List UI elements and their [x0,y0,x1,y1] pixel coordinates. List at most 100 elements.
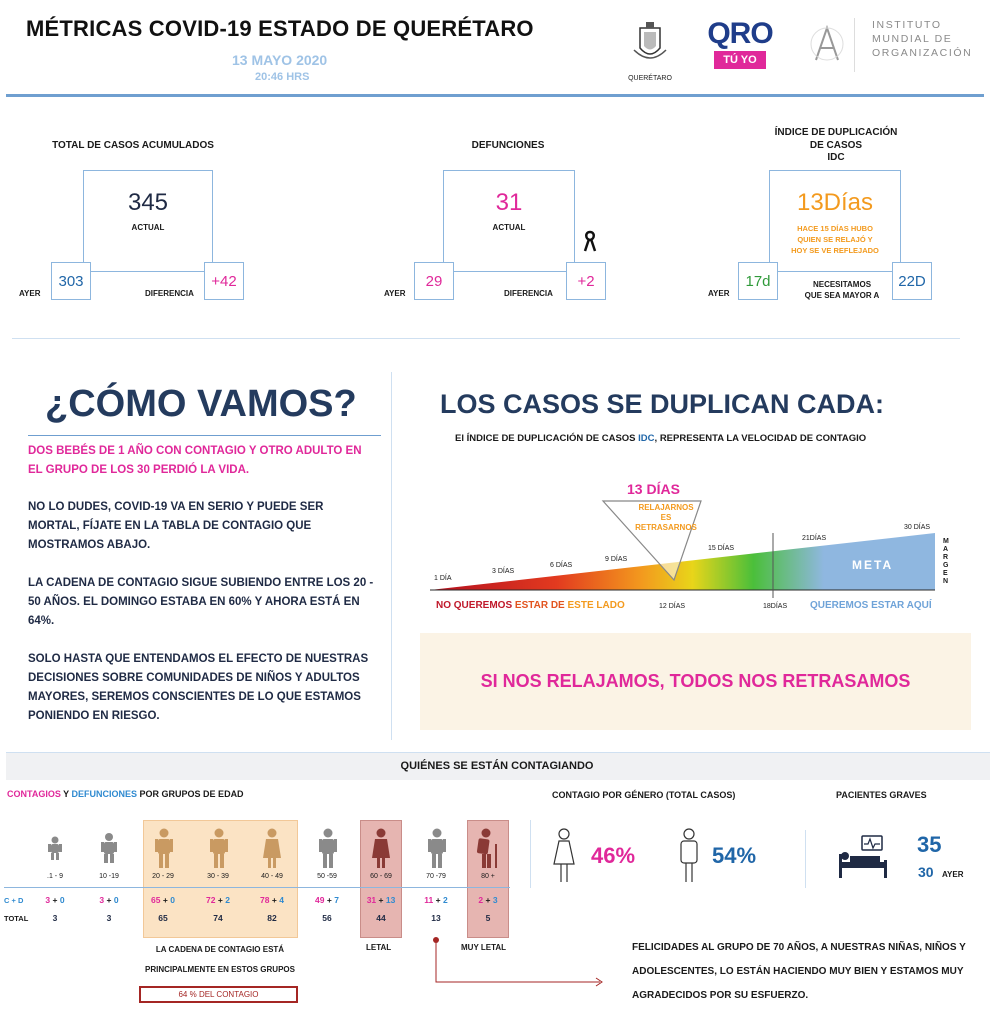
metric-defunciones-ayer-box: 29 [414,262,454,300]
felicidades-text: FELICIDADES AL GRUPO DE 70 AÑOS, A NUEST… [632,942,966,1001]
metric-total-ayer-label: AYER [19,289,41,298]
metric-idc-necesitamos-line-2: QUE SEA MAYOR A [804,291,880,300]
como-vamos-paragraph-1: DOS BEBÉS DE 1 AÑO CON CONTAGIO Y OTRO A… [28,445,362,476]
felicidades-connector-arrow [433,937,603,987]
idc-marker-line-1: RELAJARNOS [638,503,694,512]
scale-12-dias: 12 DÍAS [659,603,686,610]
metric-idc-ayer-label: AYER [708,289,730,298]
age-group-label: 20 - 29 [152,873,174,880]
age-group-defunciones: 0 [113,895,119,905]
age-group-total: 82 [267,913,277,923]
scale-9-dias: 9 DÍAS [605,556,628,563]
metric-total-ayer-box: 303 [51,262,91,300]
grupos-row-line [4,887,510,888]
metric-defunciones-diferencia-label: DIFERENCIA [504,289,553,298]
metric-idc-box: 13Días HACE 15 DÍAS HUBO QUIEN SE RELAJÓ… [769,170,901,272]
grupos-title-contagios: CONTAGIOS [7,789,61,799]
duplicacion-subtitle-idc: IDC [638,433,655,444]
metric-idc-sub-line-2: QUIEN SE RELAJÓ Y [797,235,873,244]
man-icon [680,828,698,882]
age-group-defunciones: 3 [492,895,498,905]
age-group-cd: 3 + 0 [99,895,119,905]
duplicacion-title: LOS CASOS SE DUPLICAN CADA: [440,389,885,419]
relajamos-banner: SI NOS RELAJAMOS, TODOS NOS RETRASAMOS [420,633,971,730]
adult-70-79-figure-icon [428,828,446,868]
graves-title: PACIENTES GRAVES [836,790,927,800]
highlight-80-plus [467,820,509,938]
idc-gradient-wedge [430,533,935,590]
age-group-label: 10 -19 [99,873,119,880]
age-group-cd: 78 + 4 [260,895,284,905]
age-group-total: 5 [485,913,491,923]
mourning-ribbon-icon [583,230,597,252]
adult-20-29-figure-icon [155,828,173,868]
no-queremos-caption: NO QUEREMOS ESTAR DE ESTE LADO [436,600,625,611]
imo-logo-line-2: MUNDIAL DE [872,33,953,45]
age-group-total: 56 [322,913,332,923]
age-group-defunciones: 2 [225,895,230,905]
metric-idc-necesitamos-label: NECESITAMOS QUE SEA MAYOR A [788,279,896,301]
idc-velocity-scale [430,500,935,598]
metric-defunciones-value: 31 [495,189,523,216]
grupos-right-divider [530,820,531,888]
elder-cane-figure-icon [476,828,497,868]
cadena-pct-box: 64 % DEL CONTAGIO [139,986,298,1003]
graves-ayer: 30 [918,864,934,880]
age-group-label: .1 - 9 [47,873,63,880]
imo-logo: INSTITUTO MUNDIAL DE ORGANIZACIÓN [808,18,974,76]
no-queremos-caption-a: NO QUEREMOS [436,600,515,611]
age-group-cd: 49 + 7 [315,895,339,905]
age-group-contagios: 2 [478,895,484,905]
como-vamos-paragraph-4: SOLO HASTA QUE ENTENDAMOS EL EFECTO DE N… [28,653,369,722]
muy-letal-label: MUY LETAL [461,943,507,952]
metric-defunciones-box: 31 ACTUAL [443,170,575,272]
age-group-defunciones: 0 [59,895,65,905]
grupos-title-defunciones: DEFUNCIONES [71,789,138,799]
metric-idc-sub-line-1: HACE 15 DÍAS HUBO [797,224,873,233]
adult-40-49-figure-icon [263,828,281,868]
imo-emblem-icon [810,24,844,61]
genero-divider [805,830,806,888]
duplicacion-subtitle-pre: El ÍNDICE DE DUPLICACIÓN DE CASOS [455,433,639,444]
queremos-caption: QUEREMOS ESTAR AQUÍ [810,600,932,611]
scale-30-dias: 30 DÍAS [904,524,931,531]
metric-defunciones-diferencia-box: +2 [566,262,606,300]
gov-logo-caption: QUERÉTARO [628,75,672,82]
age-group-defunciones: 2 [442,895,448,905]
hospital-bed-icon [839,835,887,878]
age-group-total: 65 [158,913,168,923]
metric-idc-ayer-box: 17d [738,262,778,300]
metric-total-diferencia-label: DIFERENCIA [145,289,194,298]
report-time: 20:46 HRS [255,71,310,83]
como-vamos-title: ¿CÓMO VAMOS? [45,383,357,425]
age-group-contagios: 49 [315,895,325,905]
section-divider [12,338,960,339]
teen-figure-icon [101,833,117,863]
qro-logo-sub: TÚ YO [714,51,766,69]
age-group-total: 74 [213,913,223,923]
contagiando-title: QUIÉNES SE ESTÁN CONTAGIANDO [400,760,594,772]
age-group-cd: 11 + 2 [424,895,448,905]
scale-15-dias: 15 DÍAS [708,545,735,552]
metric-defunciones-label: DEFUNCIONES [471,140,545,151]
scale-18-dias: 18DÍAS [763,603,788,610]
metric-idc-value: 13Días [796,189,874,216]
age-group-label: 60 - 69 [370,873,392,880]
age-group-label: 70 -79 [426,873,446,880]
grupos-total-label: TOTAL [4,914,29,923]
age-group-total: 3 [52,913,58,923]
page-title: MÉTRICAS COVID-19 ESTADO DE QUERÉTARO [26,16,534,41]
cadena-contagio-text: LA CADENA DE CONTAGIO ESTÁ PRINCIPALMENT… [120,940,320,980]
idc-marker-line-2: ES [660,513,672,522]
duplicacion-subtitle-post: , REPRESENTA LA VELOCIDAD DE CONTAGIO [654,433,867,444]
age-group-label: 50 -59 [317,873,337,880]
cadena-line-2: PRINCIPALMENTE EN ESTOS GRUPOS [145,965,295,974]
age-group-contagios: 3 [45,895,51,905]
metric-total-value: 345 [127,189,169,216]
metric-idc-label: ÍNDICE DE DUPLICACIÓN DE CASOS IDC [736,127,936,165]
age-group-label: 30 - 39 [207,873,229,880]
column-divider [391,372,392,740]
idc-marker-text: RELAJARNOS ES RETRASARNOS [620,503,712,533]
queretaro-government-logo: QUERÉTARO [622,20,678,82]
adult-50-59-figure-icon [319,828,337,868]
